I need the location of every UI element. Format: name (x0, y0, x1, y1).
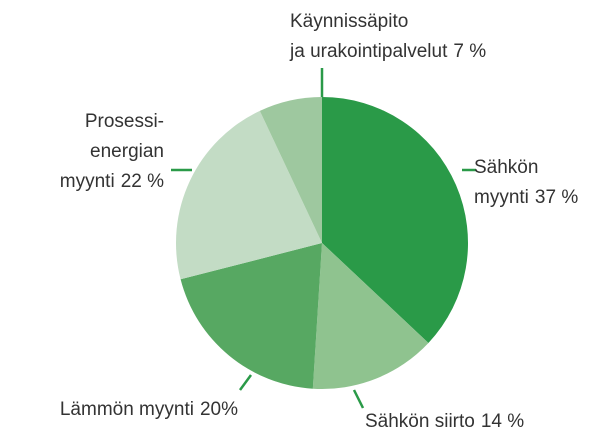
slice-label: Lämmön myynti 20% (60, 399, 238, 420)
value-label: 37 % (535, 187, 578, 208)
pie-slice (259, 97, 322, 243)
pie-slice (312, 243, 429, 389)
slice-label: Sähkön siirto 14 % (365, 411, 524, 432)
label-line: Prosessi- (85, 111, 164, 132)
label-line: myynti (60, 171, 115, 192)
leader-line (352, 389, 365, 409)
value-label: 14 % (481, 411, 524, 432)
pie-slice (180, 243, 322, 389)
value-label: 20% (200, 399, 238, 420)
slice-label: Prosessi-energian myynti 22 % (60, 111, 164, 192)
label-line: ja urakointipalvelut (289, 41, 448, 62)
value-label: 22 % (121, 171, 164, 192)
label-line: Lämmön myynti (60, 399, 194, 420)
label-line: Käynnissäpito (290, 11, 408, 32)
label-line: energian (90, 141, 164, 162)
label-line: Sähkön (474, 157, 538, 178)
leader-line (238, 374, 253, 391)
value-label: 7 % (453, 41, 486, 62)
slice-label: Sähkön myynti 37 % (474, 157, 578, 208)
pie-slice (322, 97, 468, 343)
slice-label: Käynnissäpito ja urakointipalvelut 7 % (289, 11, 486, 62)
label-line: Sähkön siirto (365, 411, 475, 432)
label-line: myynti (474, 187, 529, 208)
pie-slice (175, 110, 322, 280)
